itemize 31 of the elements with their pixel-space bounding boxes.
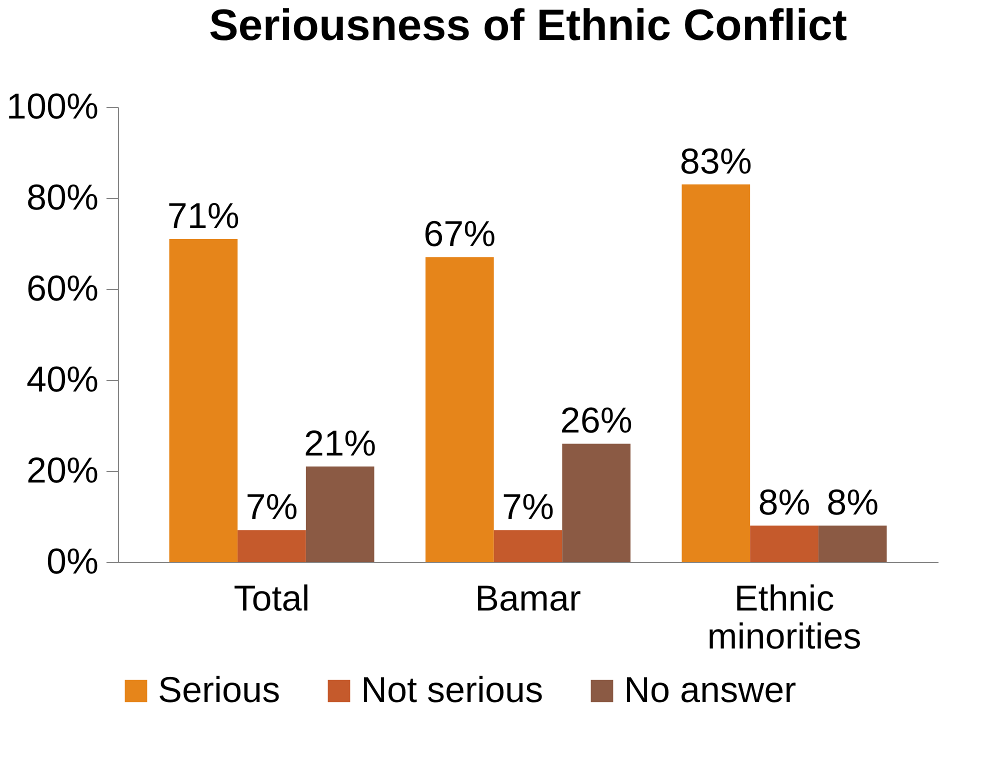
y-tick-label: 0% <box>46 540 98 582</box>
bar <box>682 184 750 562</box>
data-label: 7% <box>502 486 554 528</box>
y-tick-label: 80% <box>26 176 98 218</box>
bar <box>562 444 630 562</box>
data-label: 71% <box>167 194 240 236</box>
bar <box>426 257 494 562</box>
legend-label: Not serious <box>361 669 544 710</box>
legend-label: No answer <box>624 669 796 710</box>
legend-label: Serious <box>158 669 280 710</box>
data-label: 26% <box>560 400 632 441</box>
data-label: 67% <box>424 213 496 254</box>
data-label: 7% <box>246 486 298 528</box>
bar <box>306 466 374 562</box>
chart-title: Seriousness of Ethnic Conflict <box>208 1 848 50</box>
data-label: 21% <box>304 422 376 464</box>
y-tick-label: 100% <box>6 86 98 126</box>
data-label: 8% <box>758 482 810 523</box>
x-tick-label: Bamar <box>474 578 582 618</box>
bar <box>750 526 818 562</box>
data-label: 83% <box>680 140 752 182</box>
y-tick-label: 60% <box>26 268 98 308</box>
data-label: 8% <box>826 482 879 523</box>
y-tick-label: 20% <box>26 450 98 490</box>
bar <box>169 238 238 562</box>
x-tick-label: Ethnic minorities <box>707 578 862 656</box>
x-tick-label: Total <box>234 578 310 618</box>
bar <box>238 530 306 562</box>
y-tick-label: 40% <box>26 358 98 400</box>
bar <box>494 530 562 562</box>
bar <box>818 526 887 562</box>
